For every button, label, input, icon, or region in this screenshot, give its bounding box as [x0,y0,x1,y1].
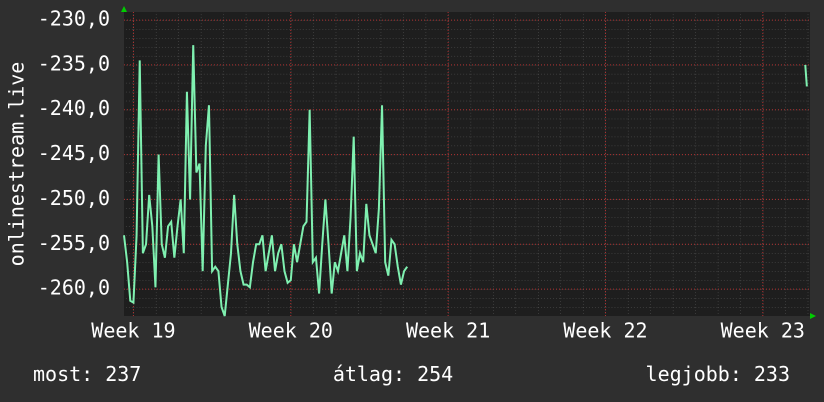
y-tick-label: -245,0 [38,141,110,165]
x-tick-label: Week 19 [91,319,175,343]
stat: átlag: 254 [333,362,453,386]
data-line [123,45,409,317]
x-tick-label: Week 20 [249,319,333,343]
axis-arrow [121,6,127,12]
stat-value: 233 [754,362,790,386]
stat-label: legjobb: [646,362,742,386]
y-tick-label: -250,0 [38,186,110,210]
y-tick-label: -230,0 [38,7,110,31]
y-tick-label: -260,0 [38,276,110,300]
y-axis-label: onlinestream.live [5,62,29,267]
minor-grid [124,12,810,316]
y-tick-label: -255,0 [38,231,110,255]
y-tick-label: -235,0 [38,51,110,75]
data-line [804,64,808,87]
y-tick-label: -240,0 [38,96,110,120]
x-tick-label: Week 22 [563,319,647,343]
stat: most: 237 [33,362,141,386]
x-tick-label: Week 23 [721,319,805,343]
axis-arrow [810,313,816,319]
stat-value: 237 [105,362,141,386]
x-tick-label: Week 21 [406,319,490,343]
stat-label: átlag: [333,362,405,386]
stat-value: 254 [417,362,453,386]
stat-label: most: [33,362,93,386]
stat: legjobb: 233 [646,362,790,386]
